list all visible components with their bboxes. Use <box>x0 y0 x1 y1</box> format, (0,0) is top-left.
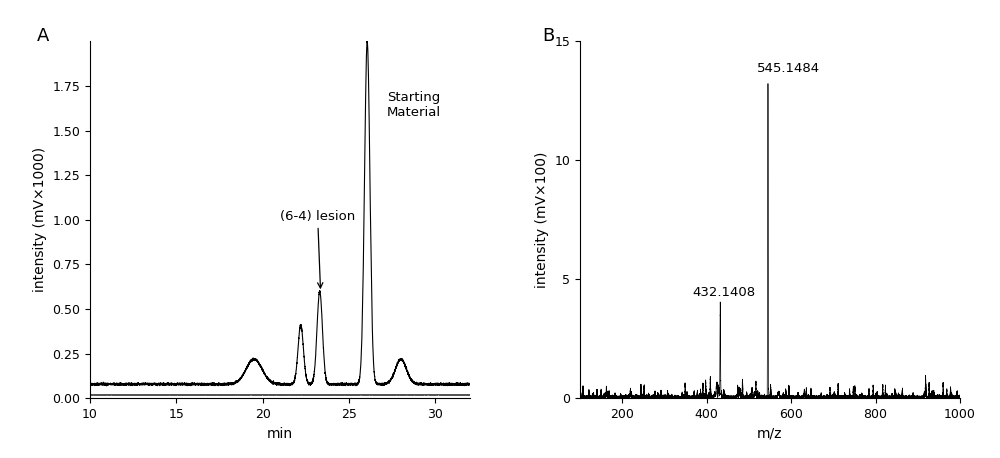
Text: B: B <box>542 27 554 45</box>
X-axis label: m/z: m/z <box>757 427 783 441</box>
X-axis label: min: min <box>267 427 293 441</box>
Y-axis label: intensity (mV×1000): intensity (mV×1000) <box>33 147 47 292</box>
Text: Starting
Material: Starting Material <box>387 91 441 119</box>
Text: (6-4) lesion: (6-4) lesion <box>280 210 355 288</box>
Text: A: A <box>37 27 49 45</box>
Text: 432.1408: 432.1408 <box>693 286 756 299</box>
Text: 545.1484: 545.1484 <box>757 62 821 75</box>
Y-axis label: intensity (mV×100): intensity (mV×100) <box>535 152 549 288</box>
